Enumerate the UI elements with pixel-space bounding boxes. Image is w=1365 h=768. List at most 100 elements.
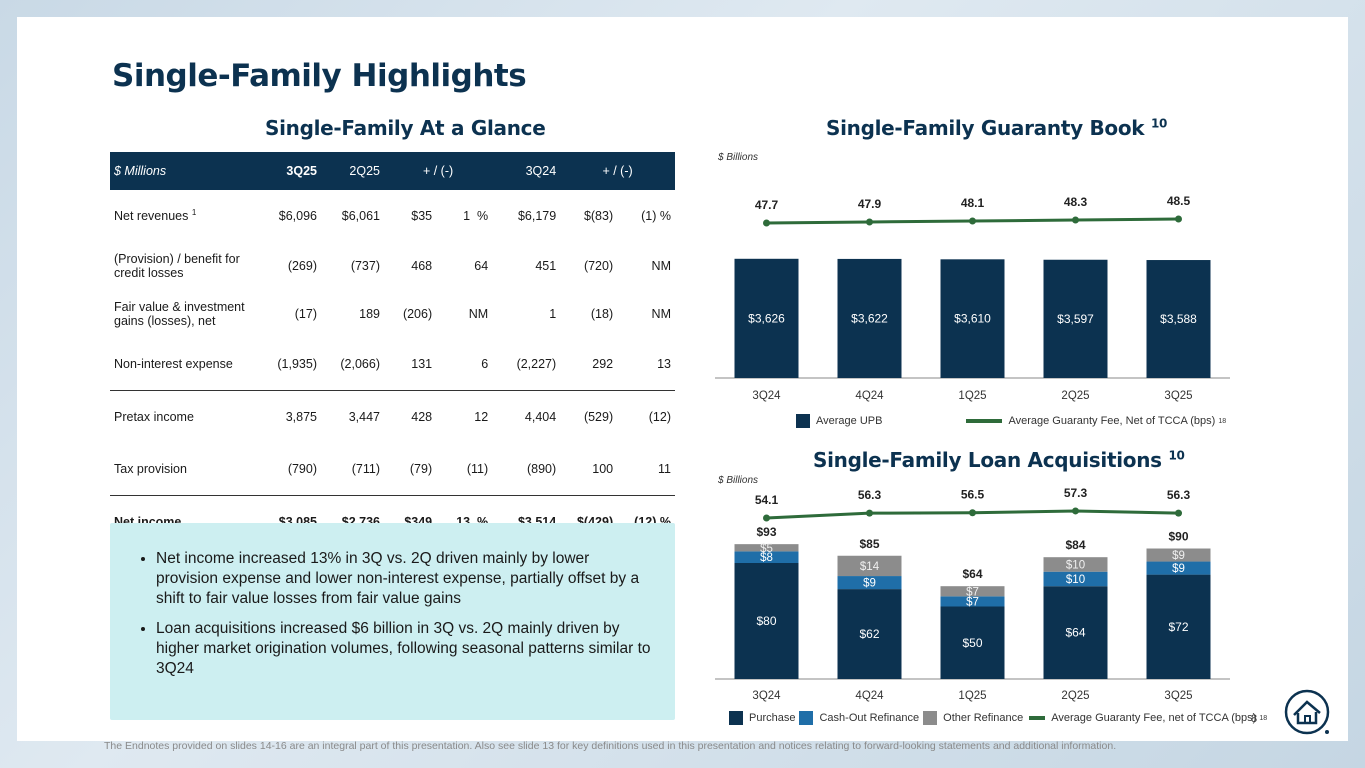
table-cell: $35 bbox=[411, 209, 433, 223]
table-cell: 3,875 bbox=[258, 390, 321, 443]
fee-point bbox=[763, 219, 770, 227]
bullet-item: Loan acquisitions increased $6 billion i… bbox=[156, 619, 655, 679]
bar-label: $9 bbox=[863, 578, 876, 590]
table-cell: (269) bbox=[287, 259, 317, 273]
table-row: (Provision) / benefit for credit losses (… bbox=[110, 242, 675, 290]
total-label: $93 bbox=[756, 525, 776, 539]
table-header: 3Q24 bbox=[492, 152, 561, 190]
bar-label: $3,597 bbox=[1057, 312, 1094, 326]
bar-label: $64 bbox=[1065, 626, 1085, 640]
x-tick-label: 3Q24 bbox=[752, 690, 781, 702]
table-cell: (12) bbox=[617, 390, 675, 443]
table-cell: 1 % bbox=[463, 209, 489, 223]
table-cell: $6,179 bbox=[517, 209, 557, 223]
guaranty-chart: $3,626 3Q24 47.7 $3,622 4Q24 47.9 $3,610 1Q25 48… bbox=[715, 194, 1230, 402]
line-label: 47.7 bbox=[755, 198, 779, 212]
bar-cashout bbox=[1146, 561, 1211, 575]
highlights-box: Net income increased 13% in 3Q vs. 2Q dr… bbox=[110, 523, 675, 720]
acquisitions-chart: $80 $8$5 $93 3Q24 54.1 $62 $9 $14 $85 4Q24 56.3 $50… bbox=[715, 486, 1230, 702]
table-cell: 11 bbox=[658, 462, 671, 476]
legend-label: Average UPB bbox=[816, 415, 883, 427]
bar-purchase bbox=[1043, 586, 1108, 679]
fee-point bbox=[763, 514, 770, 522]
table-cell: (790) bbox=[287, 462, 317, 476]
bar-other bbox=[837, 555, 902, 577]
table-header-row: $ Millions 3Q25 2Q25 + / (-) 3Q24 + / (-… bbox=[110, 152, 675, 190]
table-row: Pretax income 3,875 3,447 428 12 4,404 (529) (1… bbox=[110, 390, 675, 443]
bar-label: $5 bbox=[760, 543, 773, 555]
legend-swatch-purchase bbox=[729, 711, 743, 725]
table-cell: 131 bbox=[411, 357, 433, 371]
table-cell: 468 bbox=[411, 259, 433, 273]
glance-table: $ Millions 3Q25 2Q25 + / (-) 3Q24 + / (-… bbox=[110, 152, 675, 548]
row-label: Pretax income bbox=[110, 390, 258, 443]
table-row: Net revenues 1 $6,096 $6,061 $35 1 % $6,179 $(… bbox=[110, 190, 675, 242]
guaranty-title: Single-Family Guaranty Book 10 bbox=[826, 116, 1168, 140]
line-label: 56.5 bbox=[961, 488, 985, 502]
table-cell: (17) bbox=[294, 307, 317, 321]
table-cell: (890) bbox=[526, 462, 557, 476]
acquisitions-title: Single-Family Loan Acquisitions 10 bbox=[813, 448, 1185, 472]
table-cell: $(83) bbox=[583, 209, 614, 223]
fee-point bbox=[1072, 216, 1079, 224]
fee-point bbox=[1175, 509, 1182, 517]
total-label: $84 bbox=[1065, 538, 1085, 552]
bar-label: $80 bbox=[756, 614, 776, 628]
table-row: Fair value & investment gains (losses), … bbox=[110, 290, 675, 338]
x-tick-label: 2Q25 bbox=[1061, 690, 1089, 702]
line-label: 47.9 bbox=[858, 197, 882, 211]
legend-line-fee bbox=[1029, 716, 1046, 720]
table-header: 2Q25 bbox=[321, 152, 384, 190]
x-tick-label: 3Q25 bbox=[1164, 390, 1192, 402]
bar-purchase bbox=[837, 589, 902, 679]
table-header: + / (-) bbox=[384, 152, 493, 190]
legend-label: Purchase bbox=[749, 712, 796, 724]
legend-label: Average Guaranty Fee, Net of TCCA (bps) bbox=[1008, 415, 1216, 427]
table-header: $ Millions bbox=[110, 152, 258, 190]
x-tick-label: 1Q25 bbox=[958, 690, 986, 702]
bar-upb bbox=[1043, 259, 1108, 378]
bar-label: $3,610 bbox=[954, 312, 991, 326]
table-cell: (711) bbox=[351, 462, 380, 476]
table-cell: NM bbox=[651, 259, 671, 273]
bar-label: $14 bbox=[860, 561, 880, 573]
bar-label: $62 bbox=[859, 627, 879, 641]
bar-cashout bbox=[1043, 571, 1108, 587]
legend-swatch-upb bbox=[796, 414, 810, 428]
bar-upb bbox=[734, 258, 799, 378]
line-label: 56.3 bbox=[1167, 488, 1191, 502]
acquisitions-unit: $ Billions bbox=[718, 475, 759, 486]
table-cell: 4,404 bbox=[492, 390, 561, 443]
bar-other bbox=[1043, 557, 1108, 572]
bar-label: $50 bbox=[962, 636, 982, 650]
line-label: 48.1 bbox=[961, 196, 985, 210]
bar-other bbox=[1146, 548, 1211, 562]
line-label: 54.1 bbox=[755, 493, 779, 507]
x-tick-label: 3Q25 bbox=[1164, 690, 1192, 702]
bar-label: $3,588 bbox=[1160, 312, 1197, 326]
table-cell: 100 bbox=[592, 462, 614, 476]
bar-label: $8 bbox=[760, 552, 773, 564]
row-label: Net revenues 1 bbox=[114, 208, 197, 224]
fee-point bbox=[1072, 507, 1079, 515]
x-tick-label: 4Q24 bbox=[855, 390, 884, 402]
table-row: Tax provision (790) (711) (79) (11) (890) 100 1… bbox=[110, 443, 675, 496]
table-cell: (737) bbox=[350, 259, 380, 273]
bar-cashout bbox=[837, 576, 902, 590]
total-label: $85 bbox=[859, 537, 879, 551]
bullet-item: Net income increased 13% in 3Q vs. 2Q dr… bbox=[156, 549, 655, 609]
row-label: (Provision) / benefit for credit losses bbox=[114, 252, 240, 280]
line-label: 48.3 bbox=[1064, 195, 1088, 209]
table-cell: (79) bbox=[409, 462, 433, 476]
bar-other bbox=[940, 586, 1005, 597]
bar-label: $7 bbox=[966, 586, 979, 598]
legend-swatch-other bbox=[923, 711, 938, 725]
guaranty-legend: Average UPB Average Guaranty Fee, Net of… bbox=[796, 414, 1238, 428]
legend-label: Cash-Out Refinance bbox=[819, 712, 920, 724]
footer-note: The Endnotes provided on slides 14-16 ar… bbox=[104, 740, 1117, 752]
bar-label: $9 bbox=[1172, 563, 1185, 575]
bar-upb bbox=[837, 258, 902, 378]
legend-swatch-cashout bbox=[799, 711, 814, 725]
bar-purchase bbox=[940, 606, 1005, 679]
bar-purchase bbox=[734, 563, 799, 679]
